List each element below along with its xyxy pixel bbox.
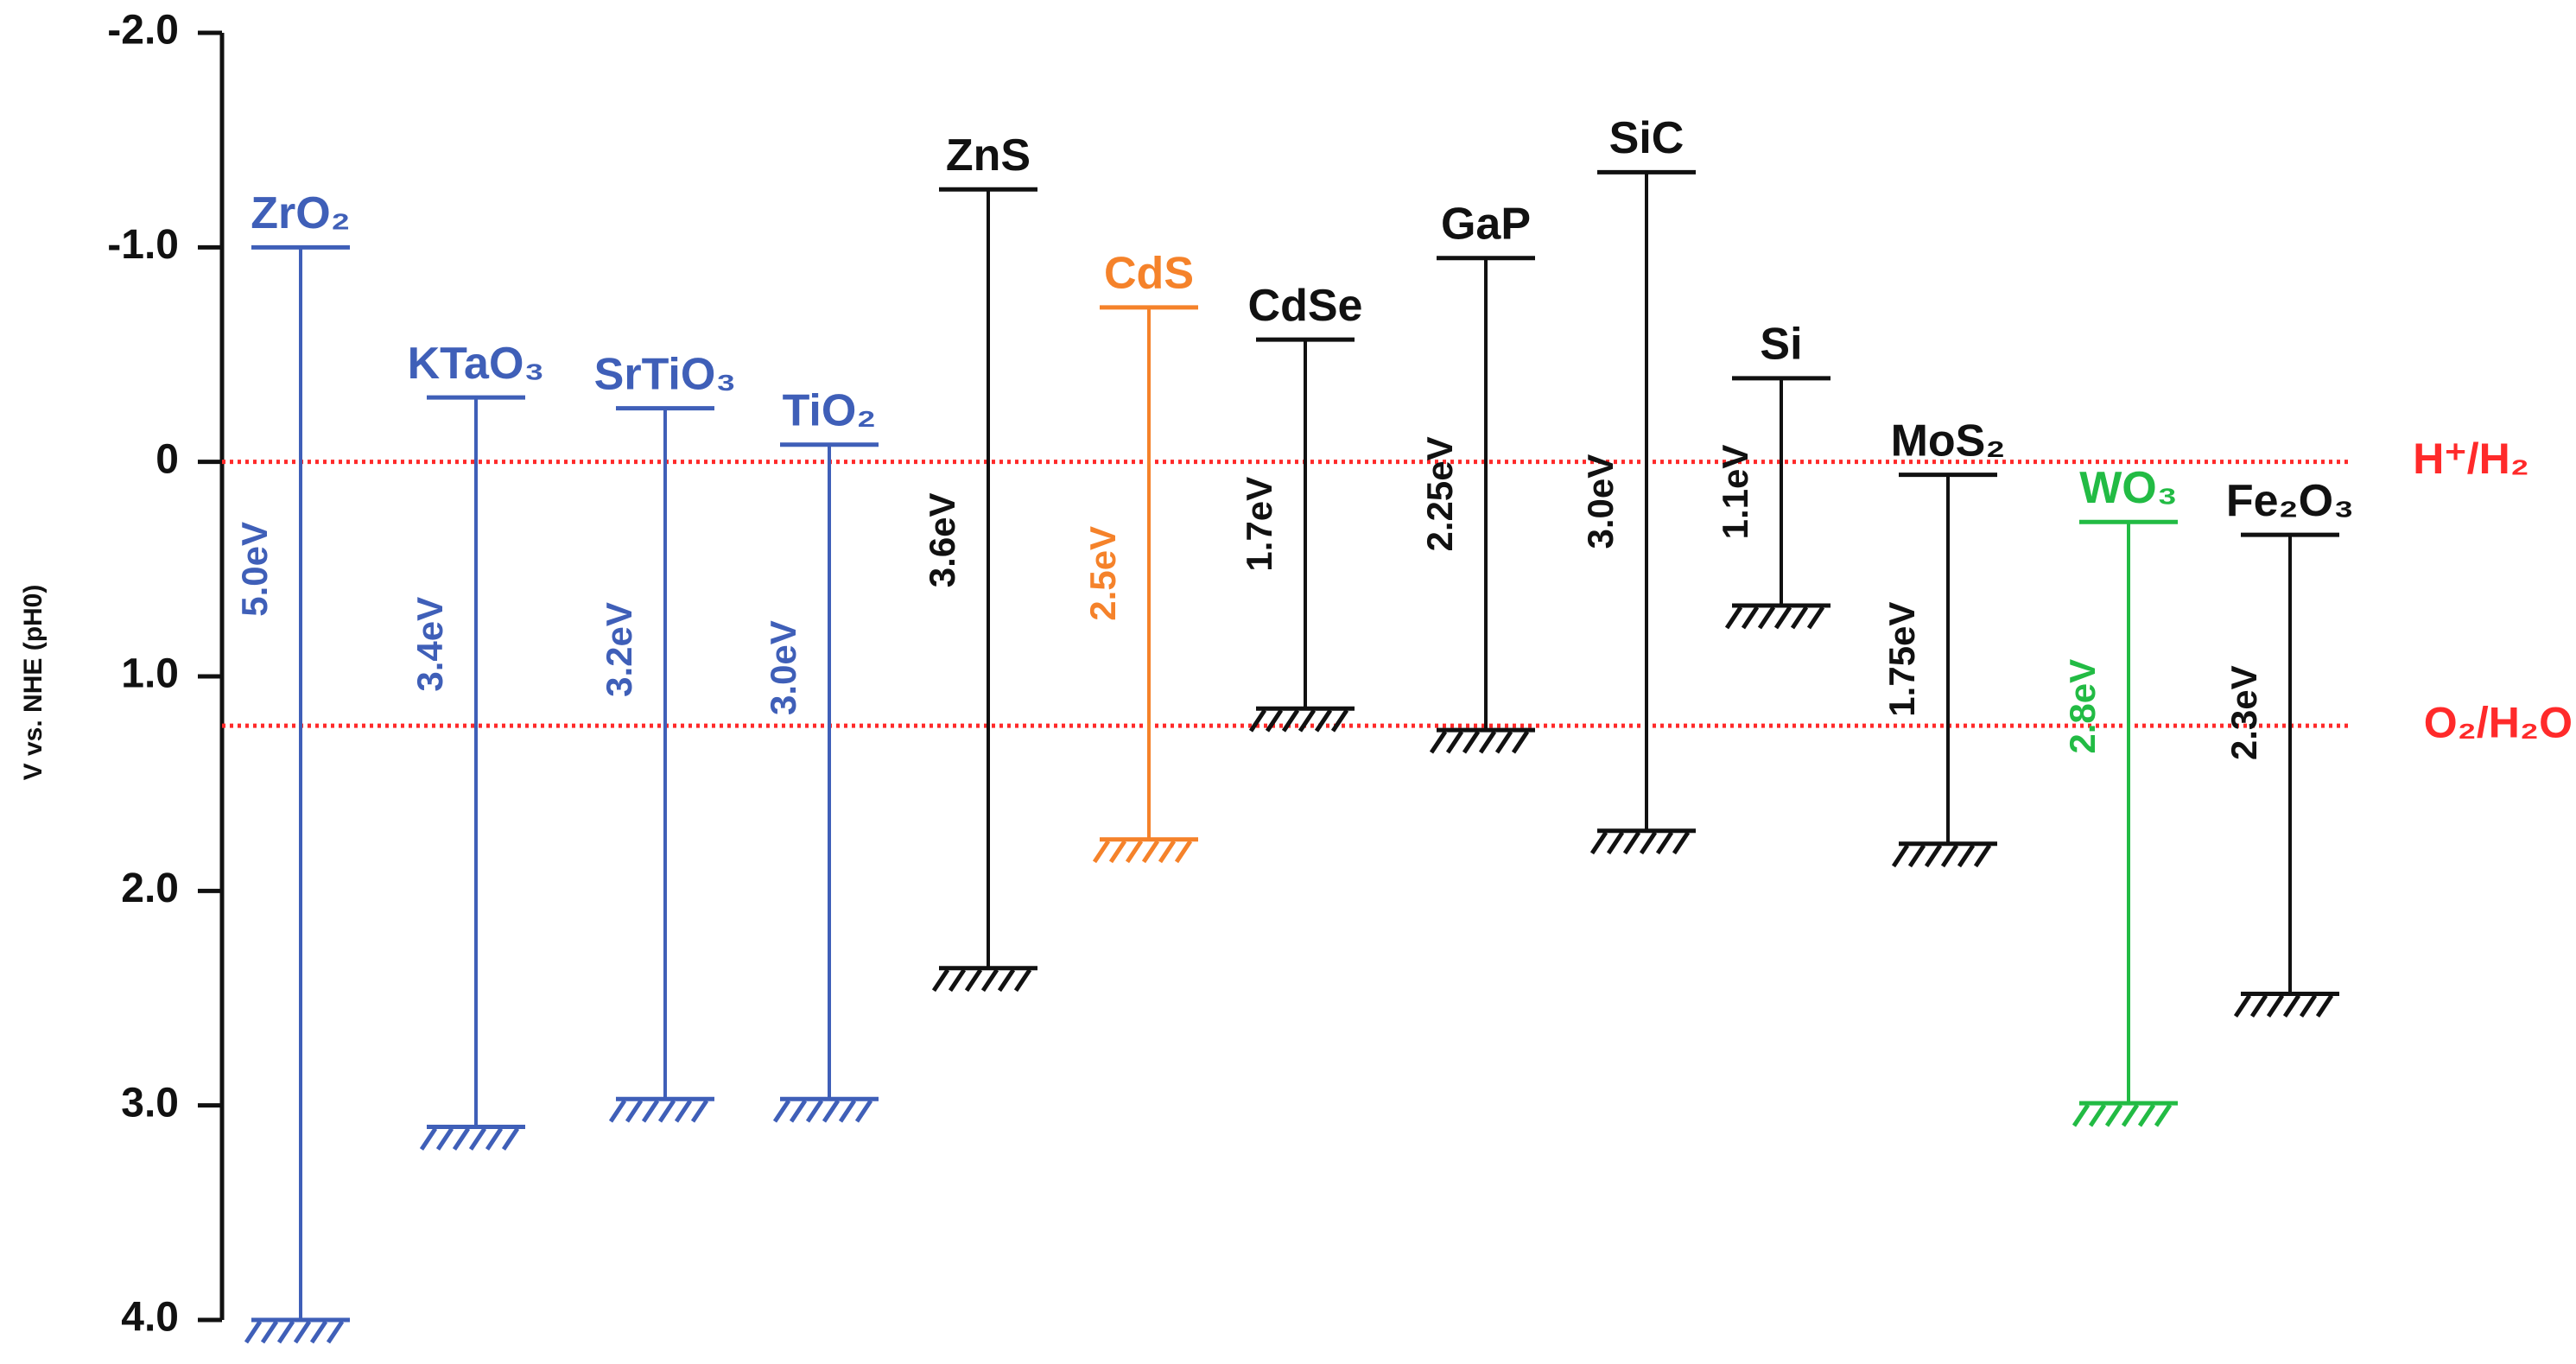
valence-hatch [1891, 844, 1992, 868]
gap-label: 3.0eV [763, 620, 803, 715]
valence-hatch [608, 1099, 709, 1123]
gap-label: 2.3eV [2224, 665, 2264, 760]
material-label: SrTiO₃ [594, 349, 737, 399]
valence-hatch [2072, 1103, 2173, 1127]
valence-hatch [244, 1320, 345, 1344]
valence-hatch [419, 1127, 520, 1151]
material-label: Fe₂O₃ [2226, 476, 2354, 526]
gap-label: 1.1eV [1715, 445, 1755, 540]
y-tick-label: 1.0 [121, 651, 179, 697]
gap-label: 3.0eV [1580, 454, 1621, 549]
material-label: WO₃ [2079, 463, 2178, 513]
gap-label: 3.4eV [409, 597, 450, 692]
material-label: CdSe [1248, 281, 1363, 331]
valence-hatch [1092, 840, 1193, 864]
y-tick-label: 3.0 [121, 1080, 179, 1126]
y-tick-label: -2.0 [107, 8, 179, 54]
valence-hatch [1429, 730, 1530, 754]
reference-label: O₂/H₂O [2424, 698, 2573, 746]
material-label: Si [1760, 320, 1802, 370]
y-tick-label: 4.0 [121, 1295, 179, 1341]
gap-label: 2.25eV [1419, 436, 1460, 551]
y-tick-label: -1.0 [107, 222, 179, 268]
material-label: MoS₂ [1891, 416, 2006, 466]
valence-hatch [772, 1099, 873, 1123]
reference-label: H⁺/H₂ [2413, 435, 2529, 483]
valence-hatch [931, 968, 1032, 993]
gap-label: 1.7eV [1239, 477, 1279, 572]
gap-label: 2.8eV [2062, 659, 2103, 754]
valence-hatch [1589, 831, 1691, 855]
y-tick-label: 2.0 [121, 866, 179, 911]
gap-label: 3.2eV [599, 602, 639, 697]
gap-label: 2.5eV [1082, 526, 1123, 621]
gap-label: 5.0eV [234, 522, 275, 617]
gap-label: 1.75eV [1881, 602, 1922, 717]
material-label: GaP [1441, 199, 1531, 249]
material-label: ZrO₂ [251, 188, 351, 238]
material-label: KTaO₃ [408, 339, 545, 389]
material-label: ZnS [946, 130, 1031, 181]
valence-hatch [2233, 994, 2334, 1018]
material-label: CdS [1104, 249, 1194, 299]
material-label: TiO₂ [783, 386, 877, 436]
y-axis-title: V vs. NHE (pH0) [19, 585, 48, 781]
gap-label: 3.6eV [922, 492, 962, 587]
valence-hatch [1248, 708, 1349, 733]
material-label: SiC [1609, 113, 1685, 163]
valence-hatch [1724, 606, 1825, 630]
y-tick-label: 0 [155, 436, 179, 482]
